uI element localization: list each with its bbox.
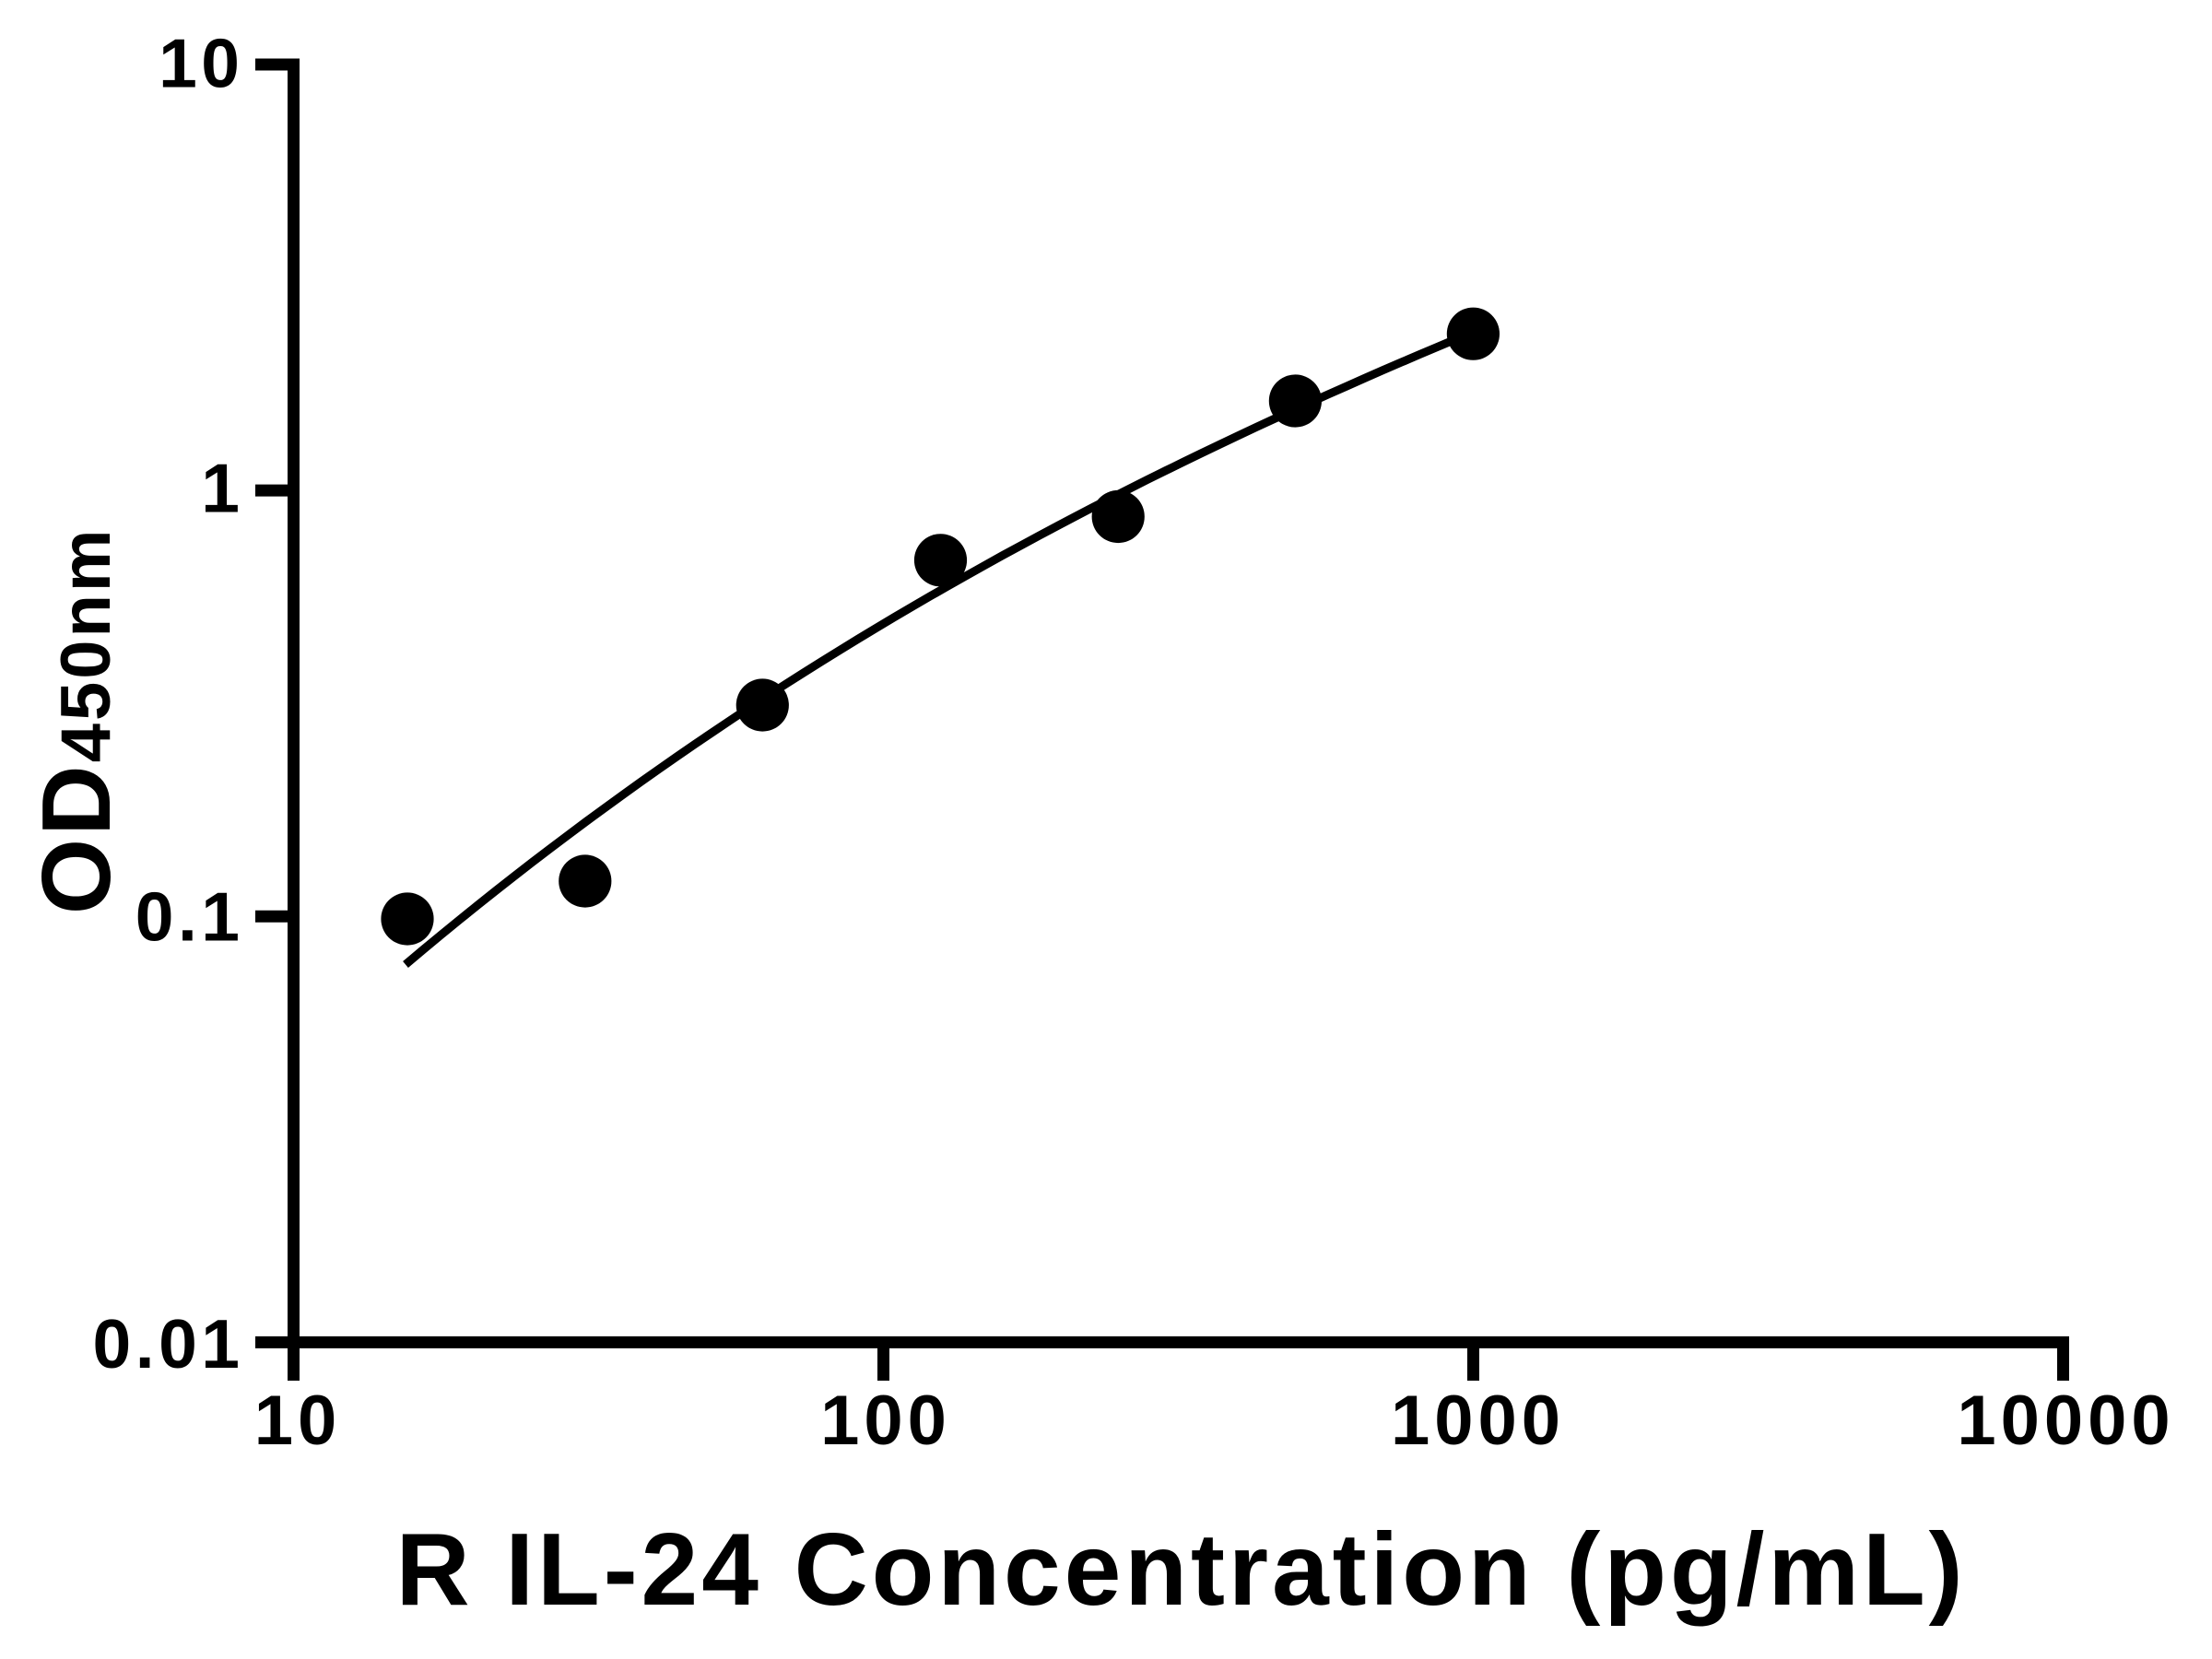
svg-text:0.1: 0.1: [135, 878, 244, 956]
svg-text:1: 1: [201, 450, 243, 527]
svg-text:10: 10: [254, 1382, 342, 1460]
svg-text:R IL-24 Concentration (pg/mL): R IL-24 Concentration (pg/mL): [395, 1512, 1966, 1627]
svg-text:1000: 1000: [1391, 1382, 1565, 1460]
svg-text:10: 10: [159, 25, 243, 102]
svg-text:100: 100: [820, 1382, 951, 1460]
svg-text:0.01: 0.01: [93, 1305, 244, 1382]
svg-text:10000: 10000: [1957, 1382, 2174, 1460]
